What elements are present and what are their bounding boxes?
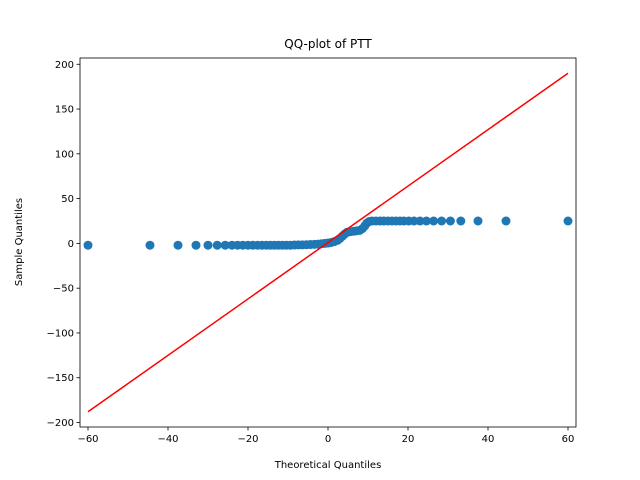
data-point <box>429 216 439 226</box>
y-tick-label: −50 <box>53 284 74 295</box>
y-tick-label: 100 <box>55 149 74 160</box>
data-point <box>456 216 466 226</box>
data-point <box>212 240 222 250</box>
x-tick-label: 20 <box>402 434 415 445</box>
data-point <box>173 240 183 250</box>
data-point <box>203 240 213 250</box>
y-axis-ticks: −200 −150 −100 −50 0 50 100 150 200 <box>47 60 80 429</box>
plot-area <box>79 57 577 428</box>
x-tick-label: 60 <box>562 434 575 445</box>
x-tick-label: −20 <box>237 434 258 445</box>
reference-line <box>87 72 569 413</box>
x-tick-label: 40 <box>482 434 495 445</box>
y-tick-label: −200 <box>47 418 74 429</box>
y-tick-label: 150 <box>55 105 74 116</box>
y-tick-label: 50 <box>61 194 74 205</box>
data-point <box>501 216 511 226</box>
y-tick-label: 200 <box>55 60 74 71</box>
data-point <box>415 216 425 226</box>
data-point <box>191 240 201 250</box>
data-point <box>445 216 455 226</box>
chart-title: QQ-plot of PTT <box>284 37 372 51</box>
y-tick-label: 0 <box>68 239 74 250</box>
data-point <box>83 240 93 250</box>
x-tick-label: −60 <box>77 434 98 445</box>
y-tick-label: −100 <box>47 328 74 339</box>
data-point <box>563 216 573 226</box>
x-axis-ticks: −60 −40 −20 0 20 40 60 <box>77 427 574 445</box>
data-point <box>220 240 230 250</box>
data-point <box>421 216 431 226</box>
y-tick-label: −150 <box>47 373 74 384</box>
y-axis-label: Sample Quantiles <box>14 198 25 286</box>
x-tick-label: −40 <box>157 434 178 445</box>
x-tick-label: 0 <box>325 434 331 445</box>
data-point <box>437 216 447 226</box>
x-axis-label: Theoretical Quantiles <box>274 460 382 471</box>
data-point <box>145 240 155 250</box>
data-point <box>473 216 483 226</box>
